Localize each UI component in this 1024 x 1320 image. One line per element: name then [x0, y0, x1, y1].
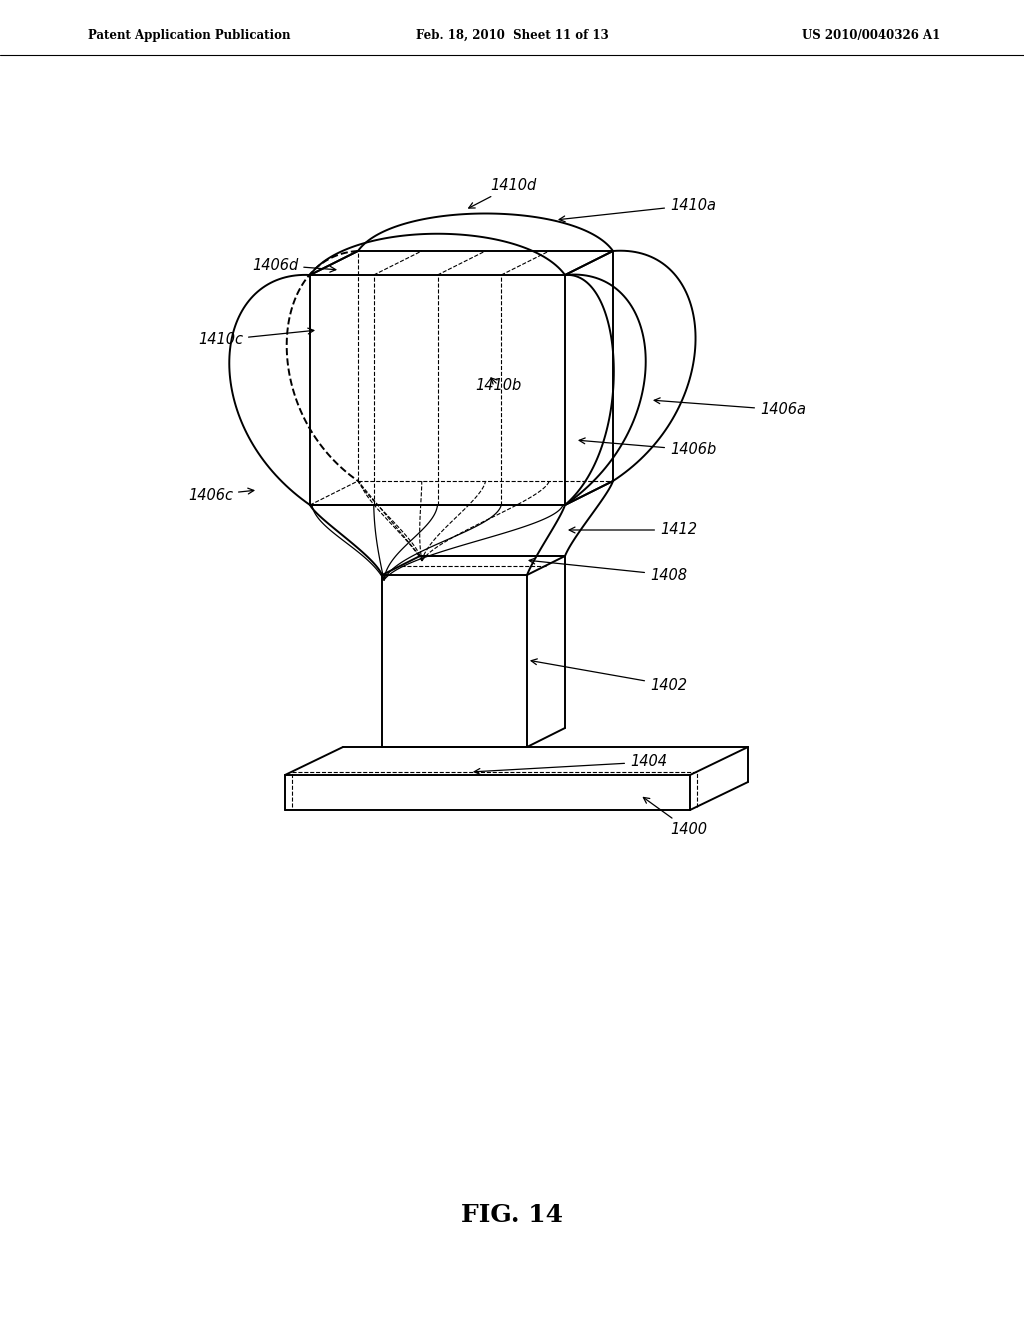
Text: Patent Application Publication: Patent Application Publication — [88, 29, 291, 41]
Text: 1406d: 1406d — [252, 257, 336, 272]
Text: US 2010/0040326 A1: US 2010/0040326 A1 — [802, 29, 940, 41]
Text: 1410a: 1410a — [559, 198, 716, 222]
Text: 1410d: 1410d — [469, 177, 537, 209]
Text: Feb. 18, 2010  Sheet 11 of 13: Feb. 18, 2010 Sheet 11 of 13 — [416, 29, 608, 41]
Text: 1408: 1408 — [529, 558, 687, 582]
Text: 1406c: 1406c — [188, 487, 254, 503]
Text: 1402: 1402 — [531, 659, 687, 693]
Text: 1410c: 1410c — [198, 329, 313, 347]
Text: 1404: 1404 — [474, 755, 667, 775]
Text: 1406b: 1406b — [580, 438, 716, 458]
Text: 1410b: 1410b — [475, 378, 521, 392]
Text: 1406a: 1406a — [654, 397, 806, 417]
Text: FIG. 14: FIG. 14 — [461, 1203, 563, 1228]
Text: 1400: 1400 — [643, 797, 707, 837]
Text: 1412: 1412 — [569, 523, 697, 537]
